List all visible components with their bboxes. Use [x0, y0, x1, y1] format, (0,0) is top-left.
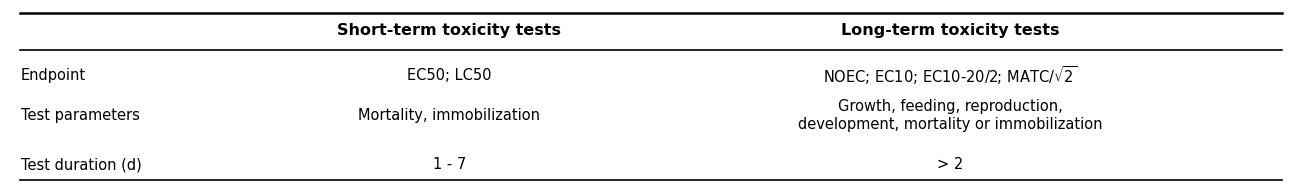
- Text: > 2: > 2: [937, 157, 963, 172]
- Text: Short-term toxicity tests: Short-term toxicity tests: [337, 23, 561, 38]
- Text: Mortality, immobilization: Mortality, immobilization: [358, 108, 540, 123]
- Text: Growth, feeding, reproduction,
development, mortality or immobilization: Growth, feeding, reproduction, developme…: [798, 99, 1103, 132]
- Text: NOEC; EC10; EC10-20/2; MATC/$\sqrt{2}$: NOEC; EC10; EC10-20/2; MATC/$\sqrt{2}$: [823, 64, 1078, 87]
- Text: Endpoint: Endpoint: [21, 68, 86, 83]
- Text: Test parameters: Test parameters: [21, 108, 139, 123]
- Text: 1 - 7: 1 - 7: [432, 157, 466, 172]
- Text: Long-term toxicity tests: Long-term toxicity tests: [841, 23, 1060, 38]
- Text: EC50; LC50: EC50; LC50: [408, 68, 491, 83]
- Text: Test duration (d): Test duration (d): [21, 157, 142, 172]
